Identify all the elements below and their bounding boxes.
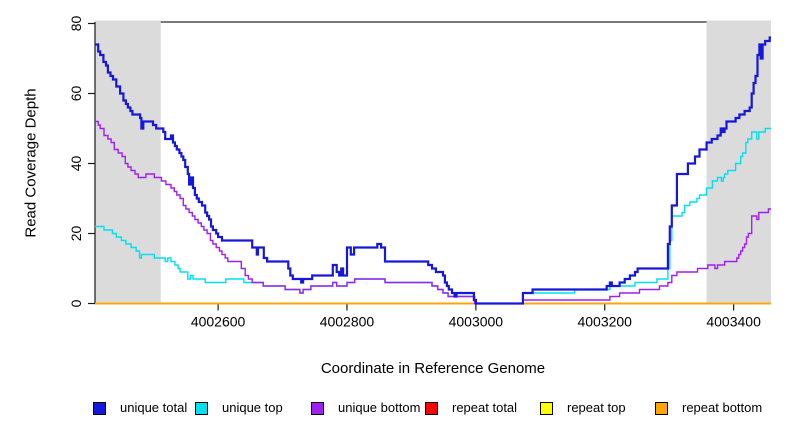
series-path-unique-total [95, 36, 771, 305]
x-tick-label: 4002800 [320, 314, 375, 330]
legend-item-unique-bottom: unique bottom [311, 401, 420, 415]
y-tick-label: 60 [68, 86, 84, 102]
legend-swatch-icon [540, 401, 553, 415]
series-path-unique-bottom [95, 120, 771, 305]
x-axis-title: Coordinate in Reference Genome [320, 360, 546, 377]
x-tick-label: 4003400 [706, 314, 761, 330]
y-axis-title: Read Coverage Depth [22, 88, 40, 238]
x-tick-label: 4003200 [577, 314, 632, 330]
x-tick-label: 4003000 [449, 314, 504, 330]
series-path-unique-top [95, 127, 771, 305]
y-tick-label: 20 [68, 226, 84, 242]
legend-item-repeat-top: repeat top [540, 401, 626, 415]
y-tick-label: 40 [68, 156, 84, 172]
highlight-band [706, 20, 771, 304]
legend-label: repeat top [567, 400, 626, 415]
legend-label: repeat bottom [682, 400, 763, 415]
legend-swatch-icon [93, 401, 106, 415]
legend-label: unique total [120, 400, 188, 415]
legend-swatch-icon [655, 401, 668, 415]
legend-swatch-icon [425, 401, 438, 415]
legend-label: repeat total [452, 400, 518, 415]
legend-item-unique-top: unique top [195, 401, 283, 415]
x-tick-label: 4002600 [191, 314, 246, 330]
legend-label: unique top [222, 400, 283, 415]
legend-swatch-icon [311, 401, 324, 415]
legend-label: unique bottom [338, 400, 421, 415]
legend-item-unique-total: unique total [93, 401, 187, 415]
y-tick-label: 80 [68, 16, 84, 32]
highlight-band [95, 20, 161, 304]
y-tick-label: 0 [68, 299, 84, 307]
legend-item-repeat-total: repeat total [425, 401, 517, 415]
legend-item-repeat-bottom: repeat bottom [655, 401, 762, 415]
legend-swatch-icon [195, 401, 208, 415]
